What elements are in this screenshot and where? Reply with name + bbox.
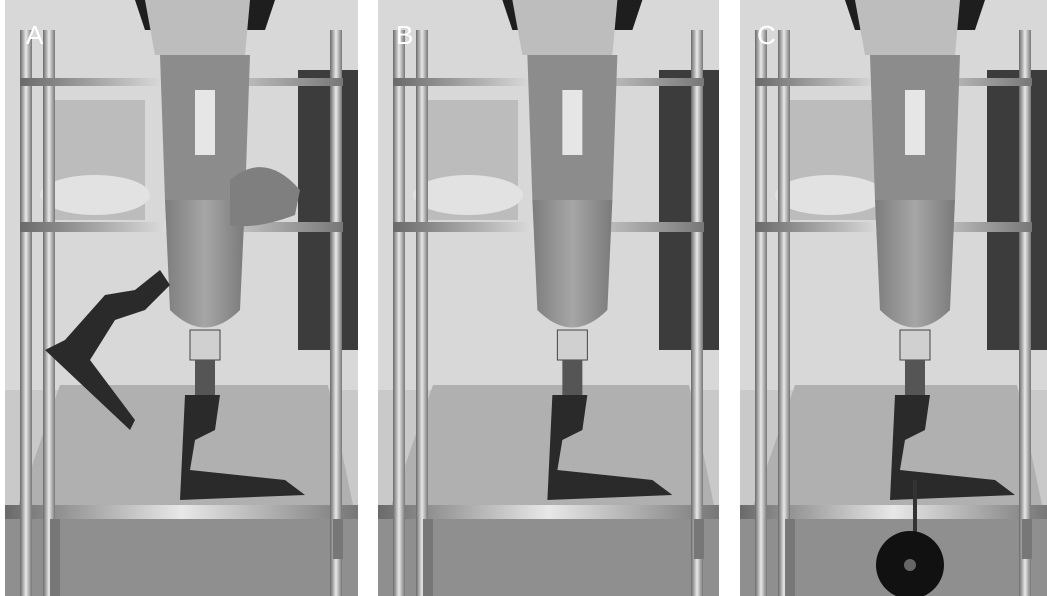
frame-pole xyxy=(778,30,790,596)
adapter xyxy=(190,330,220,360)
cloth xyxy=(40,175,150,215)
dark-bag xyxy=(298,70,358,350)
adapter xyxy=(900,330,930,360)
photo-panel xyxy=(378,0,719,596)
frame-pole xyxy=(330,30,342,596)
frame-pole xyxy=(393,30,405,596)
panel-label: C xyxy=(757,20,776,50)
tape xyxy=(195,90,215,155)
photo-panel xyxy=(5,0,358,596)
platform-rail xyxy=(378,505,719,519)
pylon xyxy=(562,360,582,395)
skin xyxy=(855,0,960,55)
figure: A B C xyxy=(0,0,1047,596)
frame-pole xyxy=(416,30,428,596)
frame-pole xyxy=(20,30,32,596)
leg-pole xyxy=(423,519,433,596)
weight-hub xyxy=(904,559,916,571)
platform-rail xyxy=(5,505,358,519)
leg-pole xyxy=(785,519,795,596)
cloth xyxy=(775,175,885,215)
socket xyxy=(875,200,955,328)
panel-label: A xyxy=(26,20,44,50)
adapter xyxy=(557,330,587,360)
tape xyxy=(562,90,582,155)
leg-pole xyxy=(1022,519,1032,559)
pylon xyxy=(195,360,215,395)
frame-pole xyxy=(691,30,703,596)
pylon xyxy=(905,360,925,395)
cloth xyxy=(413,175,523,215)
leg-pole xyxy=(333,519,343,559)
leg-pole xyxy=(50,519,60,596)
leg-pole xyxy=(694,519,704,559)
skin xyxy=(145,0,250,55)
panel-label: B xyxy=(396,20,413,50)
skin xyxy=(512,0,617,55)
dark-bag xyxy=(987,70,1047,350)
photo-panel xyxy=(740,0,1047,596)
socket xyxy=(532,200,612,328)
dark-bag xyxy=(659,70,719,350)
frame-pole xyxy=(755,30,767,596)
frame-pole xyxy=(1019,30,1031,596)
frame-pole xyxy=(43,30,55,596)
tape xyxy=(905,90,925,155)
